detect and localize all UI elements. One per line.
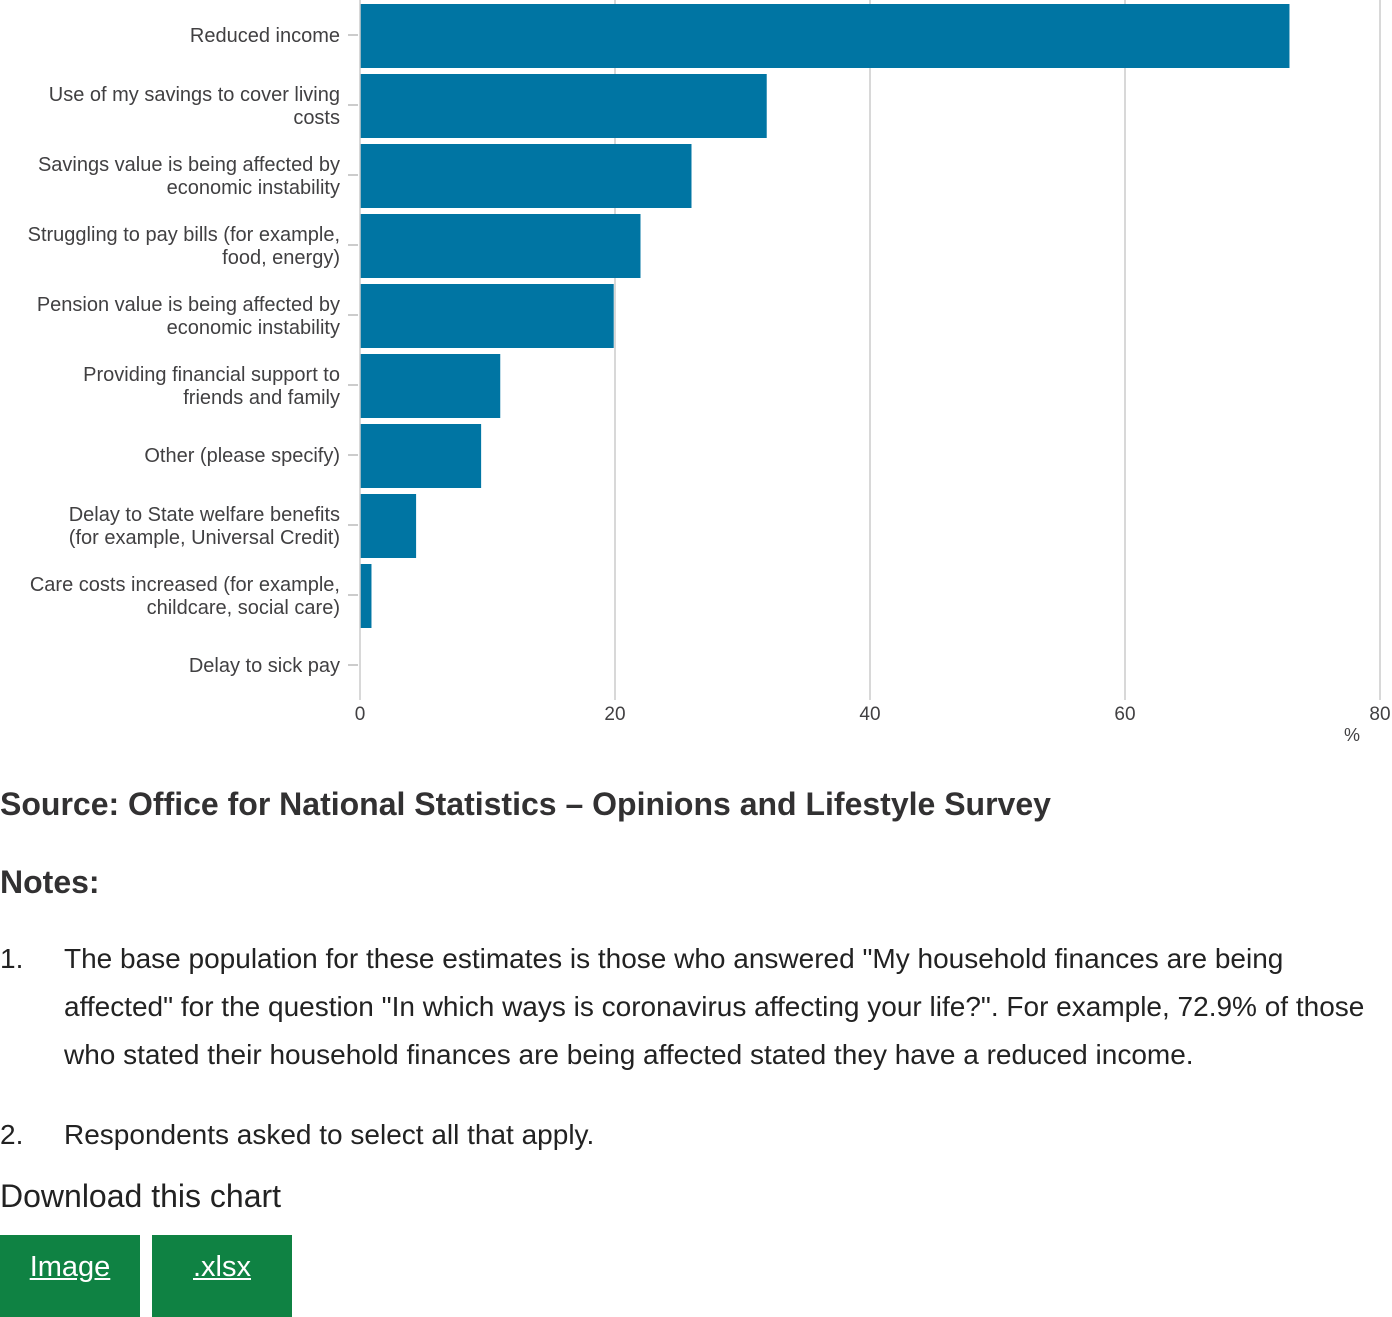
note-number: 1. — [0, 943, 24, 974]
bar — [360, 494, 417, 558]
download-xlsx-button[interactable]: .xlsx — [152, 1235, 292, 1317]
x-tick-label: 40 — [859, 704, 880, 725]
download-image-button[interactable]: Image — [0, 1235, 140, 1317]
note-item: 2. Respondents asked to select all that … — [0, 1111, 1370, 1159]
note-text: The base population for these estimates … — [64, 943, 1365, 1070]
category-label: Delay to sick pay — [189, 655, 340, 677]
notes-title: Notes: — [0, 864, 100, 900]
bar — [360, 284, 614, 348]
bar — [360, 74, 767, 138]
category-label: Reduced income — [190, 25, 340, 47]
category-label: Pension value is being affected by econom… — [37, 294, 340, 339]
x-tick-label: 0 — [355, 704, 366, 725]
bar-chart: Reduced income Use of my savings to cover… — [28, 0, 1391, 745]
bar — [360, 564, 372, 628]
note-text: Respondents asked to select all that app… — [64, 1119, 595, 1150]
category-label: Struggling to pay bills (for example, foo… — [28, 224, 340, 269]
notes-list: 1. The base population for these estimat… — [0, 935, 1370, 1191]
x-tick-label: 20 — [604, 704, 625, 725]
x-unit-label: % — [1344, 725, 1360, 745]
category-label: Savings value is being affected by econom… — [38, 154, 340, 199]
x-tick-label: 80 — [1369, 704, 1390, 725]
download-title: Download this chart — [0, 1178, 282, 1214]
note-item: 1. The base population for these estimat… — [0, 935, 1370, 1079]
chart-source: Source: Office for National Statistics –… — [0, 786, 1051, 822]
category-label: Care costs increased (for example, childc… — [30, 574, 340, 619]
x-tick-label: 60 — [1114, 704, 1135, 725]
category-label: Providing financial support to friends an… — [83, 364, 340, 409]
category-label: Other (please specify) — [144, 445, 340, 467]
category-label: Delay to State welfare benefits (for exam… — [69, 504, 340, 549]
category-label: Use of my savings to cover living costs — [49, 84, 340, 129]
bar — [360, 4, 1290, 68]
bar — [360, 424, 482, 488]
bar — [360, 144, 692, 208]
bar — [360, 214, 641, 278]
note-number: 2. — [0, 1119, 24, 1150]
bar — [360, 354, 501, 418]
